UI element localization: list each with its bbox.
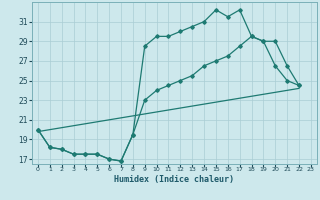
X-axis label: Humidex (Indice chaleur): Humidex (Indice chaleur) xyxy=(115,175,234,184)
